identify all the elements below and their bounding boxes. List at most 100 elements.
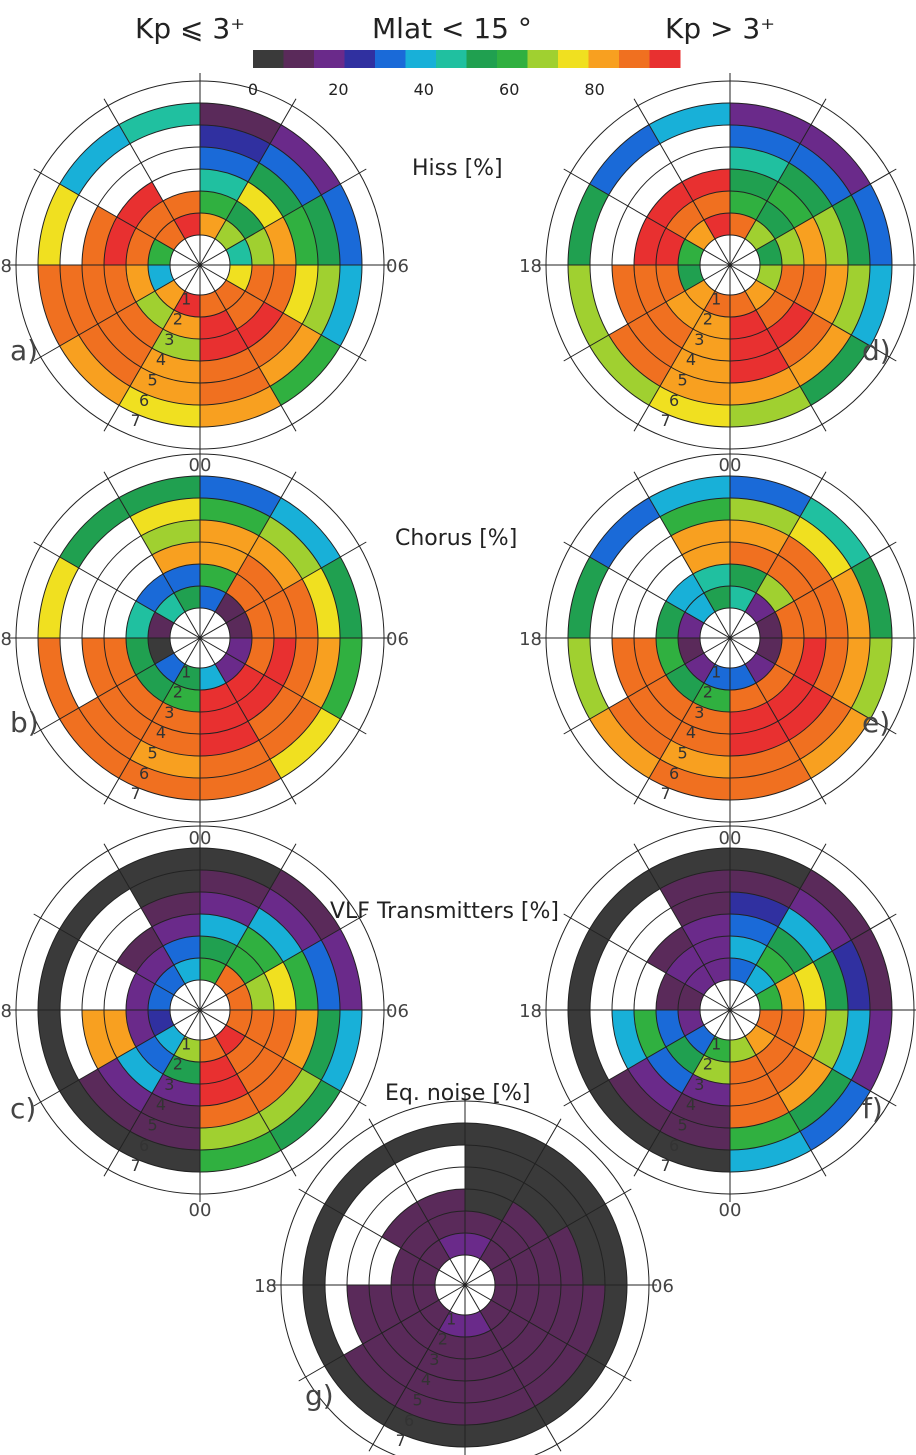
heatmap-cell (226, 1036, 265, 1075)
heatmap-cell (38, 1010, 79, 1091)
heatmap-cell (756, 200, 795, 239)
heatmap-cell (215, 1025, 246, 1056)
heatmap-cell (745, 964, 776, 995)
heatmap-cell (730, 1035, 756, 1062)
heatmap-cell (678, 1010, 705, 1036)
heatmap-cell (730, 663, 756, 690)
heatmap-cell (794, 217, 826, 265)
heatmap-cell (608, 324, 671, 387)
heatmap-cell (730, 125, 800, 163)
heatmap-cell (767, 675, 814, 722)
ring-label: 3 (694, 1075, 704, 1094)
heatmap-cell (767, 302, 814, 349)
ring-label: 2 (703, 683, 713, 702)
heatmap-cell (148, 1010, 175, 1036)
colorbar-segment (283, 50, 315, 68)
mlt-spoke (103, 843, 201, 1011)
heatmap-cell (491, 1220, 530, 1259)
colorbar-tick-label: 0 (248, 80, 258, 99)
heatmap-cell (800, 497, 871, 568)
mlt-spoke (33, 168, 201, 266)
heatmap-cell (646, 181, 693, 228)
mlt-spoke (464, 1284, 632, 1382)
heatmap-cell (627, 313, 682, 368)
heatmap-cell (755, 265, 782, 291)
heatmap-cell (775, 638, 804, 675)
heatmap-cell (832, 265, 870, 335)
heatmap-cell (682, 542, 730, 574)
heatmap-cell (656, 228, 685, 265)
colorbar-tick-label: 40 (414, 80, 434, 99)
heatmap-cell (200, 586, 226, 613)
heatmap-cell (225, 239, 252, 265)
heatmap-cell (174, 958, 200, 985)
heatmap-cell (270, 124, 341, 195)
ring-label: 1 (181, 662, 191, 681)
heatmap-cell (756, 291, 795, 330)
heatmap-cell (174, 213, 200, 240)
heatmap-cell (730, 759, 811, 800)
ring-label: 4 (421, 1370, 431, 1389)
heatmap-cell (130, 498, 200, 536)
heatmap-cell (154, 964, 185, 995)
heatmap-cell (259, 516, 322, 579)
heatmap-cell (245, 601, 274, 638)
colorbar-tick-label: 80 (584, 80, 604, 99)
ring-label: 5 (147, 744, 157, 763)
heatmap-cell (116, 1047, 163, 1094)
heatmap-cell (200, 1112, 270, 1150)
mlt-label-18: 18 (0, 256, 12, 277)
heatmap-cell (259, 324, 322, 387)
ring-label: 5 (677, 371, 687, 390)
heatmap-cell (510, 1248, 539, 1285)
heatmap-cell (200, 663, 226, 690)
ring-label: 6 (669, 391, 679, 410)
mlt-spoke (464, 1118, 562, 1286)
mlt-spoke (633, 1009, 731, 1177)
heatmap-cell (755, 239, 782, 265)
mlt-spoke (563, 168, 731, 266)
ring-label: 4 (156, 350, 166, 369)
mlt-spoke (563, 1009, 731, 1107)
mlt-spoke (563, 637, 731, 735)
heatmap-cell (524, 1163, 587, 1226)
ring-label: 2 (173, 683, 183, 702)
heatmap-cell (465, 1330, 502, 1359)
heatmap-cell (200, 191, 237, 220)
heatmap-cell (259, 143, 322, 206)
heatmap-cell (665, 664, 704, 703)
heatmap-cell (851, 638, 892, 719)
ring-label: 3 (164, 330, 174, 349)
heatmap-cell (200, 103, 281, 144)
heatmap-cell (126, 638, 155, 675)
heatmap-cell (634, 217, 666, 265)
mlt-label-18: 18 (519, 629, 542, 650)
ring-label: 1 (446, 1309, 456, 1328)
heatmap-cell (270, 497, 341, 568)
heatmap-cell (589, 497, 660, 568)
heatmap-cell (778, 535, 833, 590)
heatmap-cell (245, 638, 274, 675)
heatmap-cell (678, 638, 705, 664)
heatmap-cell (682, 702, 730, 734)
colorbar-tick-label: 20 (328, 80, 348, 99)
mlt-spoke (33, 264, 201, 362)
ring-label: 7 (661, 1156, 671, 1175)
heatmap-cell (225, 984, 252, 1010)
ring-label: 1 (181, 289, 191, 308)
heatmap-cell (97, 686, 152, 741)
ring-label: 4 (686, 1095, 696, 1114)
mlt-spoke (633, 637, 731, 805)
heatmap-cell (200, 848, 281, 889)
heatmap-cell (259, 1069, 322, 1132)
heatmap-cell (682, 329, 730, 361)
heatmap-cell (704, 290, 730, 317)
panel-label: d) (862, 334, 891, 367)
heatmap-cell (730, 169, 778, 201)
heatmap-cell (693, 1055, 730, 1084)
heatmap-cell (200, 870, 270, 908)
heatmap-cell (428, 1211, 465, 1240)
ring-label: 6 (404, 1411, 414, 1430)
heatmap-cell (148, 638, 175, 664)
heatmap-cell (116, 181, 163, 228)
